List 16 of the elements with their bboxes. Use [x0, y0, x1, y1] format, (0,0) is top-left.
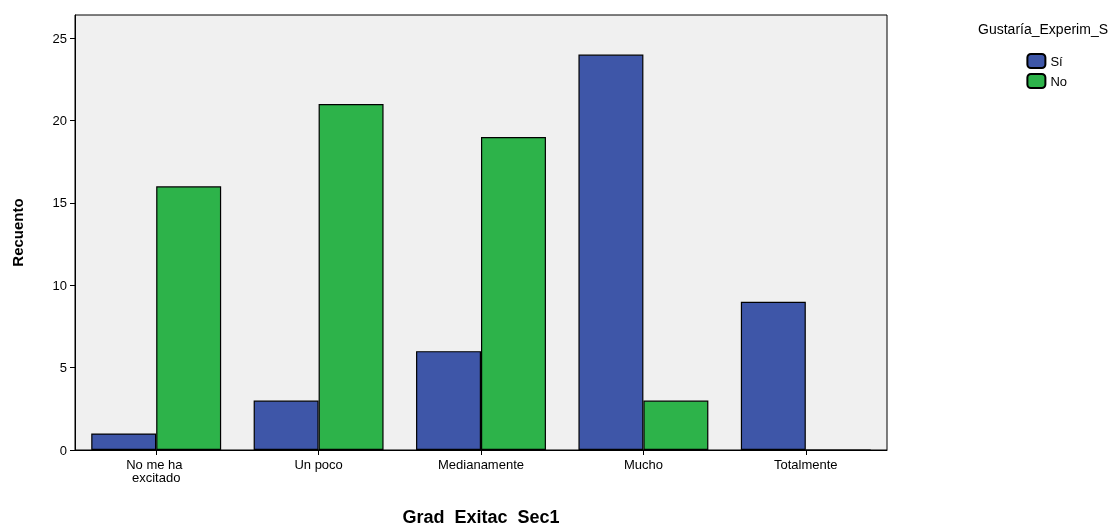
y-tick-label: 10 — [52, 277, 67, 293]
x-axis-title: Grad Exitac Sec1 — [402, 507, 560, 527]
legend-label: Sí — [1050, 53, 1064, 69]
y-tick-label: 5 — [59, 360, 67, 376]
x-tick-label: Un poco — [294, 457, 343, 472]
legend-title: Gustaría_Experim_S — [978, 21, 1109, 37]
y-axis-title: Recuento — [9, 198, 26, 267]
x-tick-label: Totalmente — [774, 457, 838, 472]
x-tick-label: Medianamente — [438, 457, 524, 472]
y-tick-label: 25 — [52, 30, 67, 46]
x-tick-label: Mucho — [623, 457, 663, 472]
y-tick-label: 20 — [52, 112, 67, 128]
y-tick-label: 0 — [59, 442, 67, 458]
x-tick-label: No me ha excitado — [126, 457, 187, 485]
y-tick-label: 15 — [52, 195, 67, 211]
legend-label: No — [1050, 73, 1068, 89]
